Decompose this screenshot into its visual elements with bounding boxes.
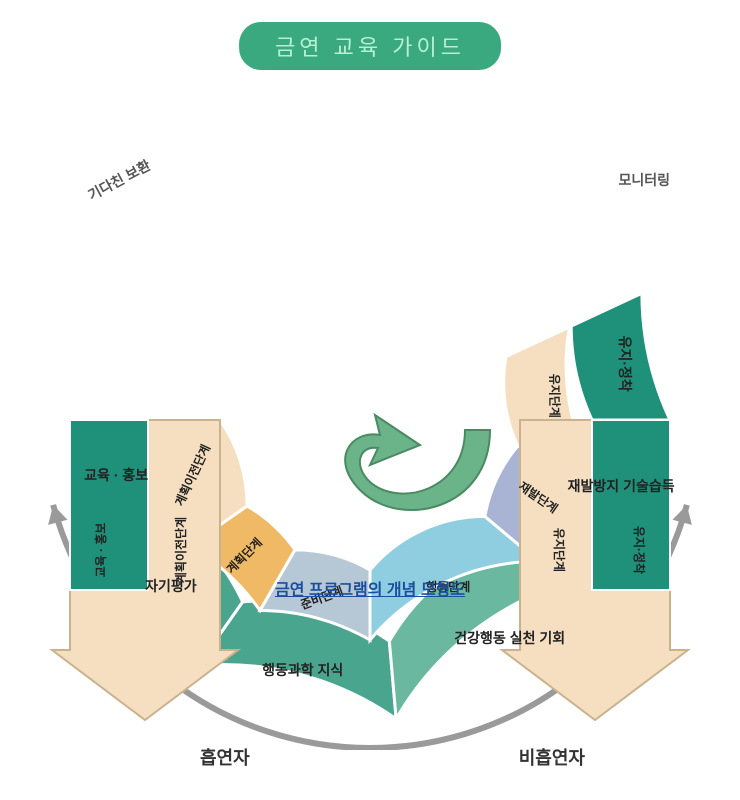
- caption: 금연 프로그램의 개념 모형도: [0, 576, 740, 600]
- arc-label: 유지단계: [547, 374, 562, 418]
- arc-label: 재발방지 기술습득: [568, 478, 675, 494]
- arc-label: 유지·정착: [617, 336, 633, 392]
- arc-label: 교육 · 홍보: [84, 467, 148, 483]
- arc-diagram: 교육 · 홍보자기평가행동과학 지식건강행동 실천 기회재발방지 기술습득유지·…: [0, 110, 740, 750]
- bottom-label-left: 흡연자: [200, 744, 250, 770]
- title-pill: 금연 교육 가이드: [239, 22, 501, 70]
- right-outer-leg-label: 유지·정착: [632, 526, 647, 574]
- arc-label: 건강행동 실천 기회: [454, 630, 565, 646]
- left-outer-strip: [70, 420, 148, 590]
- bottom-label-right: 비흡연자: [519, 744, 585, 770]
- arc-label: 행동과학 지식: [262, 662, 343, 678]
- spiral-arrow: [345, 415, 490, 510]
- right-inner-leg-label: 유지단계: [552, 528, 567, 572]
- left-inner-leg-label: 계획이전단계: [173, 517, 188, 583]
- diagram-container: 교육 · 홍보자기평가행동과학 지식건강행동 실천 기회재발방지 기술습득유지·…: [0, 110, 740, 750]
- left-outer-leg-label: 교육 · 홍보: [93, 523, 108, 578]
- right-outer-strip: [592, 420, 670, 590]
